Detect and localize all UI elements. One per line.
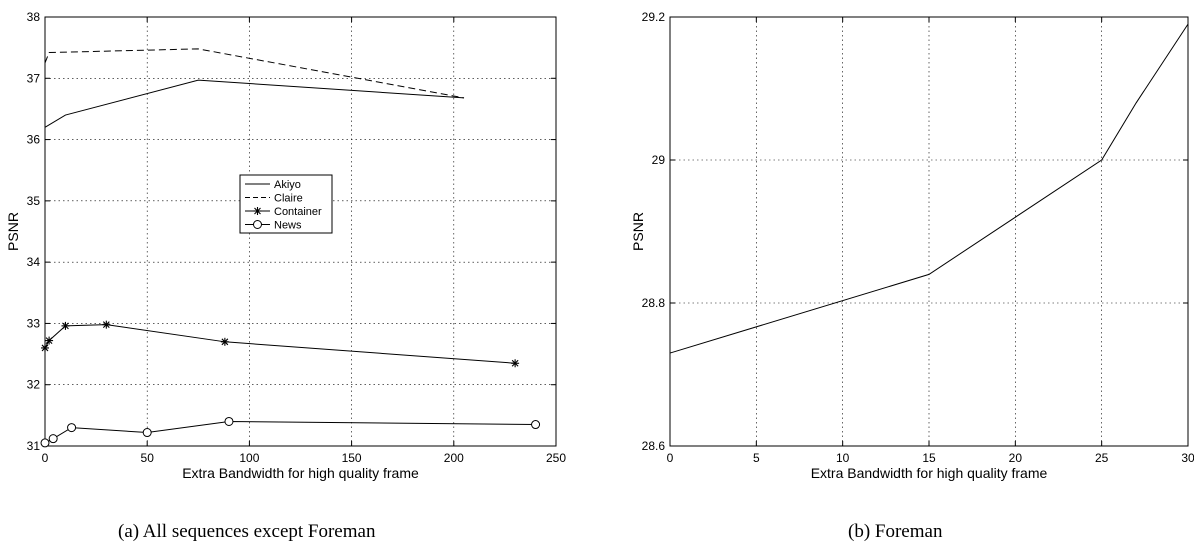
- news-series-line: [44, 420, 536, 444]
- star-stroke: [254, 207, 261, 215]
- container-series-point: [511, 359, 520, 368]
- legend-label: Claire: [274, 193, 303, 205]
- news-series-point: [48, 434, 58, 444]
- x-tick-label: 0: [667, 451, 674, 465]
- x-axis-label: Extra Bandwidth for high quality frame: [811, 465, 1048, 481]
- star-stroke: [102, 321, 110, 329]
- star-stroke: [41, 344, 49, 352]
- caption-right-chart: (b) Foreman: [848, 521, 943, 542]
- plot-frame: [44, 16, 557, 447]
- x-tick-label: 25: [1095, 451, 1109, 465]
- container-series-point: [45, 336, 54, 345]
- x-tick-label: 30: [1181, 451, 1194, 465]
- star-stroke: [62, 322, 69, 330]
- container-series-point: [102, 320, 111, 329]
- legend-marker: [253, 220, 262, 229]
- y-tick-label: 35: [27, 194, 41, 208]
- y-tick-label: 29.2: [642, 10, 666, 24]
- star-stroke: [45, 337, 53, 344]
- x-tick-label: 15: [922, 451, 936, 465]
- legend-label: Container: [274, 206, 322, 218]
- legend-label: Akiyo: [274, 179, 301, 191]
- y-tick-label: 34: [27, 255, 41, 269]
- x-tick-label: 10: [836, 451, 850, 465]
- x-tick-label: 250: [546, 451, 566, 465]
- container-series-point: [220, 337, 229, 346]
- y-axis-label: PSNR: [5, 212, 21, 251]
- akiyo-series-line: [44, 79, 465, 128]
- container-series-point: [61, 321, 70, 330]
- claire-series-line: [44, 48, 465, 99]
- chart-1: 0 50 100 150 200 250 31 32 33 34 35 36 37 38 Extra Ban…: [5, 10, 566, 481]
- y-tick-label: 32: [27, 378, 41, 392]
- news-series-point: [531, 420, 541, 430]
- x-tick-label: 5: [753, 451, 760, 465]
- y-tick-label: 28.8: [642, 296, 666, 310]
- x-axis-label: Extra Bandwidth for high quality frame: [182, 465, 419, 481]
- y-axis-label: PSNR: [630, 212, 646, 251]
- x-tick-label: 20: [1009, 451, 1023, 465]
- y-tick-label: 31: [27, 439, 41, 453]
- legend-marker: [253, 207, 262, 215]
- x-tick-label: 50: [141, 451, 155, 465]
- news-series-point: [224, 416, 234, 426]
- y-tick-label: 38: [27, 10, 41, 24]
- news-series-point: [40, 438, 50, 448]
- y-tick-label: 36: [27, 133, 41, 147]
- chart-2: 0 5 10 15 20 25 30 28.6 28.8 29 29.2 Extra Bandwidt…: [630, 10, 1194, 481]
- star-stroke: [221, 338, 229, 346]
- container-series-point: [41, 343, 49, 352]
- y-tick-label: 28.6: [642, 439, 666, 453]
- news-series-point: [142, 428, 152, 438]
- x-tick-label: 200: [444, 451, 464, 465]
- x-tick-label: 150: [342, 451, 362, 465]
- container-series-line: [44, 324, 516, 364]
- y-tick-label: 33: [27, 316, 41, 330]
- x-tick-label: 100: [239, 451, 259, 465]
- caption-left-chart: (a) All sequences except Foreman: [118, 521, 376, 542]
- legend-label: News: [274, 220, 302, 232]
- x-tick-label: 0: [42, 451, 49, 465]
- y-tick-label: 37: [27, 71, 41, 85]
- foreman-psnr-series-line: [669, 23, 1189, 354]
- star-stroke: [511, 359, 519, 367]
- news-series-point: [67, 423, 77, 433]
- y-tick-label: 29: [652, 153, 666, 167]
